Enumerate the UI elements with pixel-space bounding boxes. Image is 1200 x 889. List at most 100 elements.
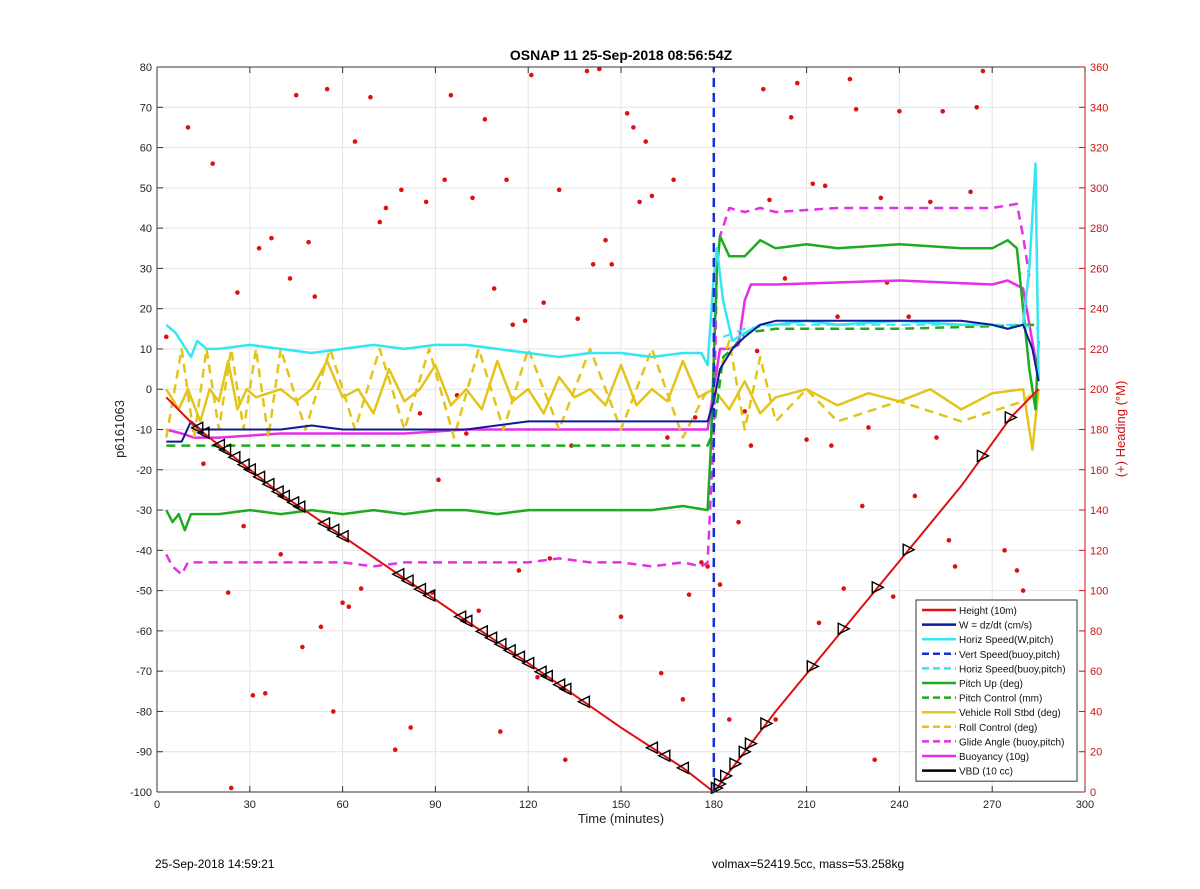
x-tick-label: 180 [705,799,723,811]
y2-tick-label: 60 [1090,666,1102,678]
legend-label: VBD (10 cc) [959,767,1013,778]
y-tick-label: 80 [140,62,152,74]
heading-point [340,600,345,605]
heading-point [392,747,398,753]
heading-point [754,348,760,354]
y2-tick-label: 280 [1090,223,1108,235]
heading-point [760,86,766,92]
x-tick-label: 90 [429,799,441,811]
y-tick-label: -10 [136,425,152,437]
heading-point [952,564,958,569]
heading-point [624,111,630,116]
legend-label: W = dz/dt (cm/s) [959,621,1032,632]
heading-point [736,519,741,525]
direction-marker [196,426,210,440]
x-tick-label: 150 [612,799,630,811]
heading-point [423,199,429,205]
heading-point [201,461,206,467]
heading-point [980,68,986,74]
heading-point [584,68,590,74]
heading-point [816,620,822,626]
heading-point [686,592,692,597]
heading-point [377,219,383,225]
direction-marker [552,677,566,692]
legend-label: Roll Control (deg) [959,723,1037,734]
heading-point [631,125,636,130]
heading-point [717,582,723,587]
heading-point [671,177,676,183]
direction-marker [211,438,226,452]
y2-tick-label: 260 [1090,263,1108,275]
heading-point [318,624,324,630]
legend-label: Horiz Speed(buoy,pitch) [959,664,1066,675]
direction-marker [316,516,331,531]
heading-point [510,322,516,328]
x-tick-label: 270 [983,799,1001,811]
legend: Height (10m) W = dz/dt (cm/s) Horiz Speed(… [915,599,1078,782]
heading-point [1014,568,1020,573]
legend-label: Pitch Control (mm) [959,694,1042,705]
heading-point [368,94,373,100]
direction-marker [453,609,467,624]
direction-marker [391,567,405,581]
heading-point [476,608,482,614]
heading-point [269,235,274,241]
y2-tick-label: 360 [1090,62,1108,74]
direction-marker [511,650,526,664]
direction-marker [227,450,241,464]
direction-marker [236,457,250,472]
heading-point [210,161,215,166]
direction-marker [190,421,204,435]
heading-point [312,294,318,299]
heading-point [866,425,871,430]
y-tick-label: 50 [140,183,152,195]
heading-point [928,199,933,205]
y-tick-label: -40 [136,545,152,557]
heading-point [324,86,330,92]
direction-marker [502,643,516,658]
heading-point [906,314,911,320]
series-line-1 [166,319,1040,443]
heading-point [516,568,522,573]
heading-point [448,92,454,98]
y-tick-label: 30 [140,263,152,275]
y2-tick-label: 120 [1090,545,1108,557]
heading-point [331,709,336,714]
heading-point [575,316,580,322]
legend-box [915,599,1078,782]
heading-point [352,139,358,144]
legend-label: Height (10m) [959,606,1017,617]
direction-marker [902,543,916,557]
x-tick-label: 300 [1076,799,1094,811]
direction-marker [261,477,275,491]
heading-point [228,785,234,791]
series-line-5 [165,234,1040,532]
y-tick-label: -60 [136,626,152,638]
heading-point [250,693,256,698]
heading-point [897,109,902,114]
series-line-10 [165,279,1040,439]
heading-point [535,674,540,680]
x-tick-label: 240 [890,799,908,811]
direction-marker [657,749,671,763]
legend-label: Pitch Up (deg) [959,679,1023,690]
y-tick-label: 40 [140,223,152,235]
heading-point [498,729,503,734]
heading-point [795,80,800,86]
heading-point [974,104,980,110]
direction-marker [474,624,488,639]
direction-marker [412,582,427,596]
direction-marker [871,580,885,595]
direction-marker [335,529,349,543]
heading-point [399,187,404,193]
heading-point [547,556,553,561]
heading-point [287,276,293,281]
heading-point [726,717,732,722]
heading-point [603,237,608,243]
x-tick-label: 60 [336,799,348,811]
direction-marker [1004,410,1018,425]
heading-point [829,443,834,448]
y2-tick-label: 0 [1090,787,1096,799]
plot-area [163,66,1040,794]
